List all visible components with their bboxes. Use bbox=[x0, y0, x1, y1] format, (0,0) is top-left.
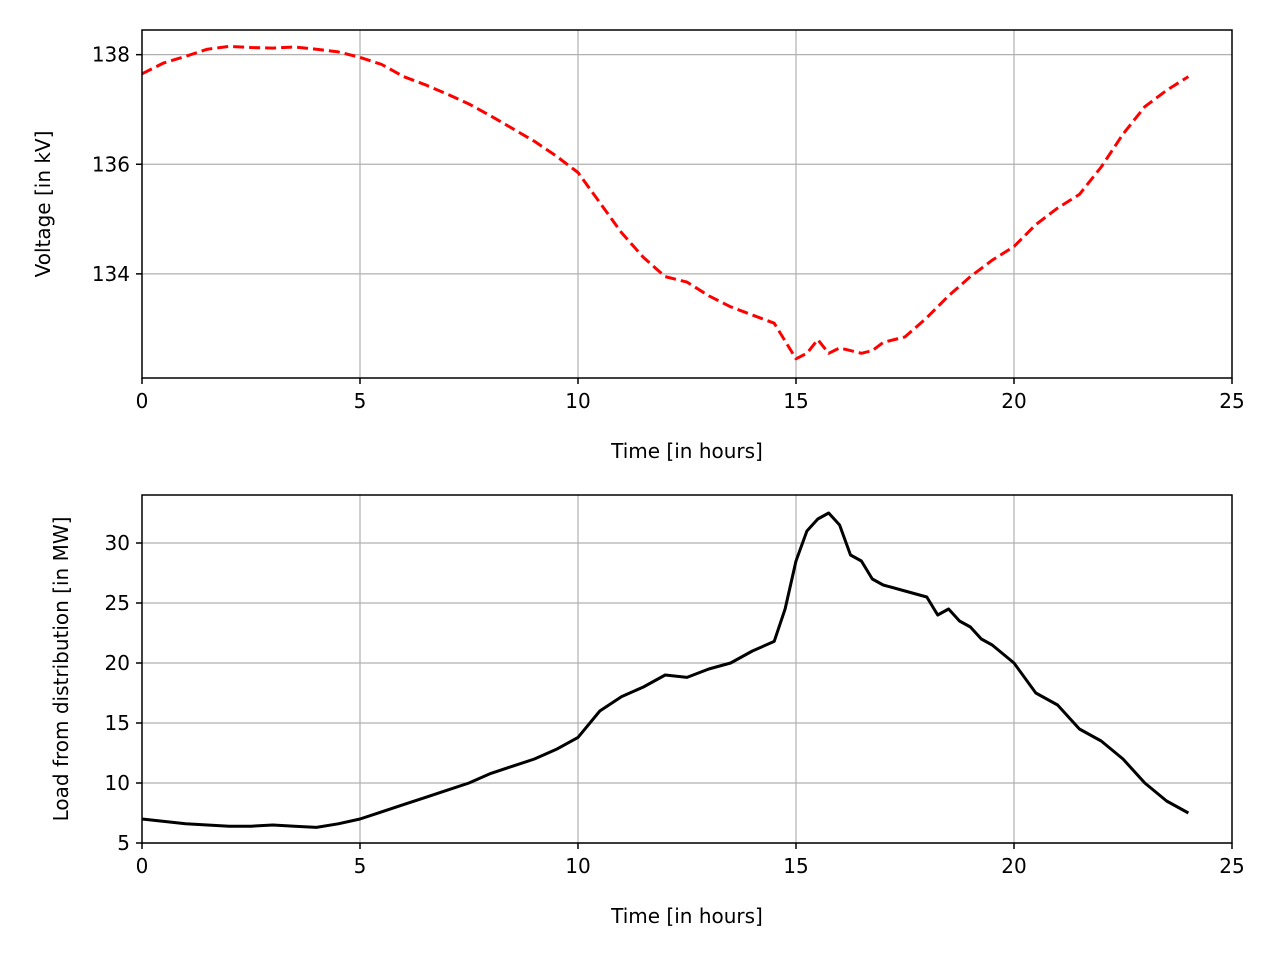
load-x-tick-label: 0 bbox=[136, 854, 149, 878]
load-y-axis-label: Load from distribution [in MW] bbox=[49, 517, 73, 822]
voltage-panel: 0 5 10 15 20 25 134 136 138 Time [in hours] Voltag… bbox=[31, 29, 1245, 463]
voltage-x-tick-label: 10 bbox=[565, 389, 590, 413]
load-x-tick-label: 10 bbox=[565, 854, 590, 878]
voltage-x-tick-label: 25 bbox=[1219, 389, 1244, 413]
load-y-tick-label: 25 bbox=[105, 591, 130, 615]
load-x-tick-label: 25 bbox=[1219, 854, 1244, 878]
load-y-tick-label: 20 bbox=[105, 651, 130, 675]
load-y-tick-label: 15 bbox=[105, 711, 130, 735]
load-y-tick-label: 5 bbox=[117, 831, 130, 855]
voltage-x-tick-label: 20 bbox=[1001, 389, 1026, 413]
load-y-tick-label: 30 bbox=[105, 531, 130, 555]
load-axes-frame bbox=[141, 494, 1233, 844]
voltage-x-tick-label: 5 bbox=[354, 389, 367, 413]
load-series-line bbox=[141, 511, 1190, 829]
load-x-tick-label: 5 bbox=[354, 854, 367, 878]
voltage-x-tick-label: 0 bbox=[136, 389, 149, 413]
voltage-y-tick-label: 136 bbox=[92, 152, 130, 176]
load-x-tick-label: 20 bbox=[1001, 854, 1026, 878]
voltage-y-tick-label: 134 bbox=[92, 262, 130, 286]
load-x-axis-label: Time [in hours] bbox=[610, 904, 763, 928]
voltage-y-tick-label: 138 bbox=[92, 43, 130, 67]
voltage-y-axis-label: Voltage [in kV] bbox=[31, 131, 55, 278]
voltage-x-axis-label: Time [in hours] bbox=[610, 439, 763, 463]
voltage-axes-frame bbox=[141, 29, 1233, 379]
voltage-x-tick-label: 15 bbox=[783, 389, 808, 413]
load-y-tick-label: 10 bbox=[105, 771, 130, 795]
load-x-tick-label: 15 bbox=[783, 854, 808, 878]
voltage-series-line bbox=[141, 44, 1190, 361]
